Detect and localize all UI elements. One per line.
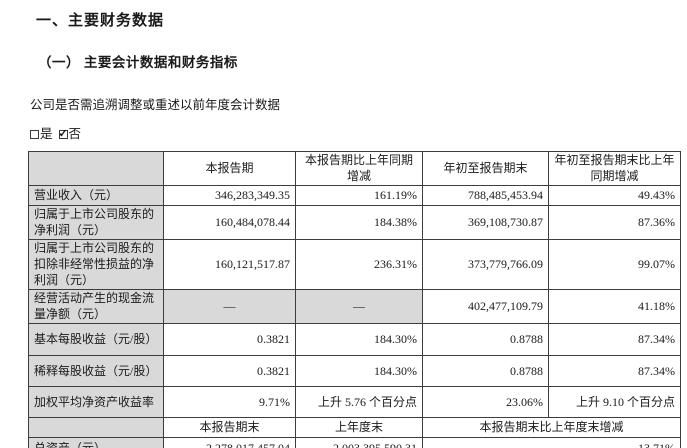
row-net-profit: 归属于上市公司股东的净利润（元） 160,484,078.44 184.38% …	[28, 205, 681, 241]
value-cell: 49.43%	[548, 185, 681, 207]
value-cell: 9.71%	[163, 386, 296, 419]
row-label: 基本每股收益（元/股）	[28, 323, 164, 357]
value-cell: 346,283,349.35	[163, 185, 296, 207]
col-header-current-period: 本报告期	[163, 150, 296, 187]
checkbox-yes: 是	[30, 127, 53, 141]
value-cell: 184.30%	[295, 355, 423, 388]
value-cell: 0.8788	[422, 323, 549, 357]
col-header-year-to-date-yoy: 年初至报告期末比上年同期增减	[548, 150, 681, 187]
value-cell: 23.06%	[422, 386, 549, 419]
value-cell-dash: —	[163, 289, 296, 325]
row-operating-cash-flow: 经营活动产生的现金流量净额（元） — — 402,477,109.79 41.1…	[28, 289, 681, 325]
restatement-note: 公司是否需追溯调整或重述以前年度会计数据	[30, 98, 281, 112]
value-cell: 160,484,078.44	[163, 205, 296, 241]
col-header-blank	[28, 417, 164, 439]
value-cell: 上升 9.10 个百分点	[548, 386, 681, 419]
value-cell-dash: —	[295, 289, 423, 325]
table-header-row-period: 本报告期 本报告期比上年同期增减 年初至报告期末 年初至报告期末比上年同期增减	[28, 150, 681, 187]
value-cell: 161.19%	[295, 185, 423, 207]
page-title: 一、主要财务数据	[36, 13, 165, 29]
row-basic-eps: 基本每股收益（元/股） 0.3821 184.30% 0.8788 87.34%	[28, 323, 681, 357]
value-cell: 0.3821	[163, 323, 296, 357]
col-header-year-to-date: 年初至报告期末	[422, 150, 549, 187]
col-header-end-vs-prior-year-change: 本报告期末比上年度末增减	[422, 417, 681, 439]
checkbox-no-label: 否	[68, 127, 82, 141]
row-label: 总资产（元）	[28, 437, 164, 448]
checkbox-unchecked-icon	[30, 130, 39, 139]
row-diluted-eps: 稀释每股收益（元/股） 0.3821 184.30% 0.8788 87.34%	[28, 355, 681, 388]
value-cell: 87.36%	[548, 205, 681, 241]
section-subtitle: （一） 主要会计数据和财务指标	[38, 55, 238, 70]
value-cell: 184.30%	[295, 323, 423, 357]
value-cell: 13.71%	[422, 437, 681, 448]
value-cell: 87.34%	[548, 355, 681, 388]
row-weighted-avg-roe: 加权平均净资产收益率 9.71% 上升 5.76 个百分点 23.06% 上升 …	[28, 386, 681, 419]
col-header-end-of-prior-year: 上年度末	[295, 417, 423, 439]
value-cell: 369,108,730.87	[422, 205, 549, 241]
value-cell: 上升 5.76 个百分点	[295, 386, 423, 419]
checkbox-yes-label: 是	[40, 127, 53, 141]
checkbox-checked-icon	[58, 127, 68, 140]
table-header-row-period-end: 本报告期末 上年度末 本报告期末比上年度末增减	[28, 417, 681, 439]
restatement-options: 是否	[30, 123, 687, 142]
value-cell: 2,003,395,590.31	[295, 437, 423, 448]
financial-data-table: 本报告期 本报告期比上年同期增减 年初至报告期末 年初至报告期末比上年同期增减 …	[28, 150, 681, 448]
value-cell: 0.3821	[163, 355, 296, 388]
row-label: 营业收入（元）	[28, 185, 164, 207]
value-cell: 0.8788	[422, 355, 549, 388]
col-header-end-of-period: 本报告期末	[163, 417, 296, 439]
value-cell: 160,121,517.87	[163, 239, 296, 291]
value-cell: 87.34%	[548, 323, 681, 357]
row-label: 归属于上市公司股东的扣除非经常性损益的净利润（元）	[28, 239, 164, 291]
checkbox-no: 否	[58, 127, 82, 141]
row-label: 经营活动产生的现金流量净额（元）	[28, 289, 164, 325]
row-label: 归属于上市公司股东的净利润（元）	[28, 205, 164, 241]
value-cell: 2,278,017,457.04	[163, 437, 296, 448]
value-cell: 402,477,109.79	[422, 289, 549, 325]
value-cell: 236.31%	[295, 239, 423, 291]
row-net-profit-excl-nonrecurring: 归属于上市公司股东的扣除非经常性损益的净利润（元） 160,121,517.87…	[28, 239, 681, 291]
value-cell: 373,779,766.09	[422, 239, 549, 291]
row-total-assets: 总资产（元） 2,278,017,457.04 2,003,395,590.31…	[28, 437, 681, 448]
row-label: 稀释每股收益（元/股）	[28, 355, 164, 388]
col-header-current-period-yoy: 本报告期比上年同期增减	[295, 150, 423, 187]
row-label: 加权平均净资产收益率	[28, 386, 164, 419]
value-cell: 99.07%	[548, 239, 681, 291]
col-header-blank	[28, 150, 164, 187]
value-cell: 184.38%	[295, 205, 423, 241]
value-cell: 41.18%	[548, 289, 681, 325]
value-cell: 788,485,453.94	[422, 185, 549, 207]
row-revenue: 营业收入（元） 346,283,349.35 161.19% 788,485,4…	[28, 185, 681, 207]
